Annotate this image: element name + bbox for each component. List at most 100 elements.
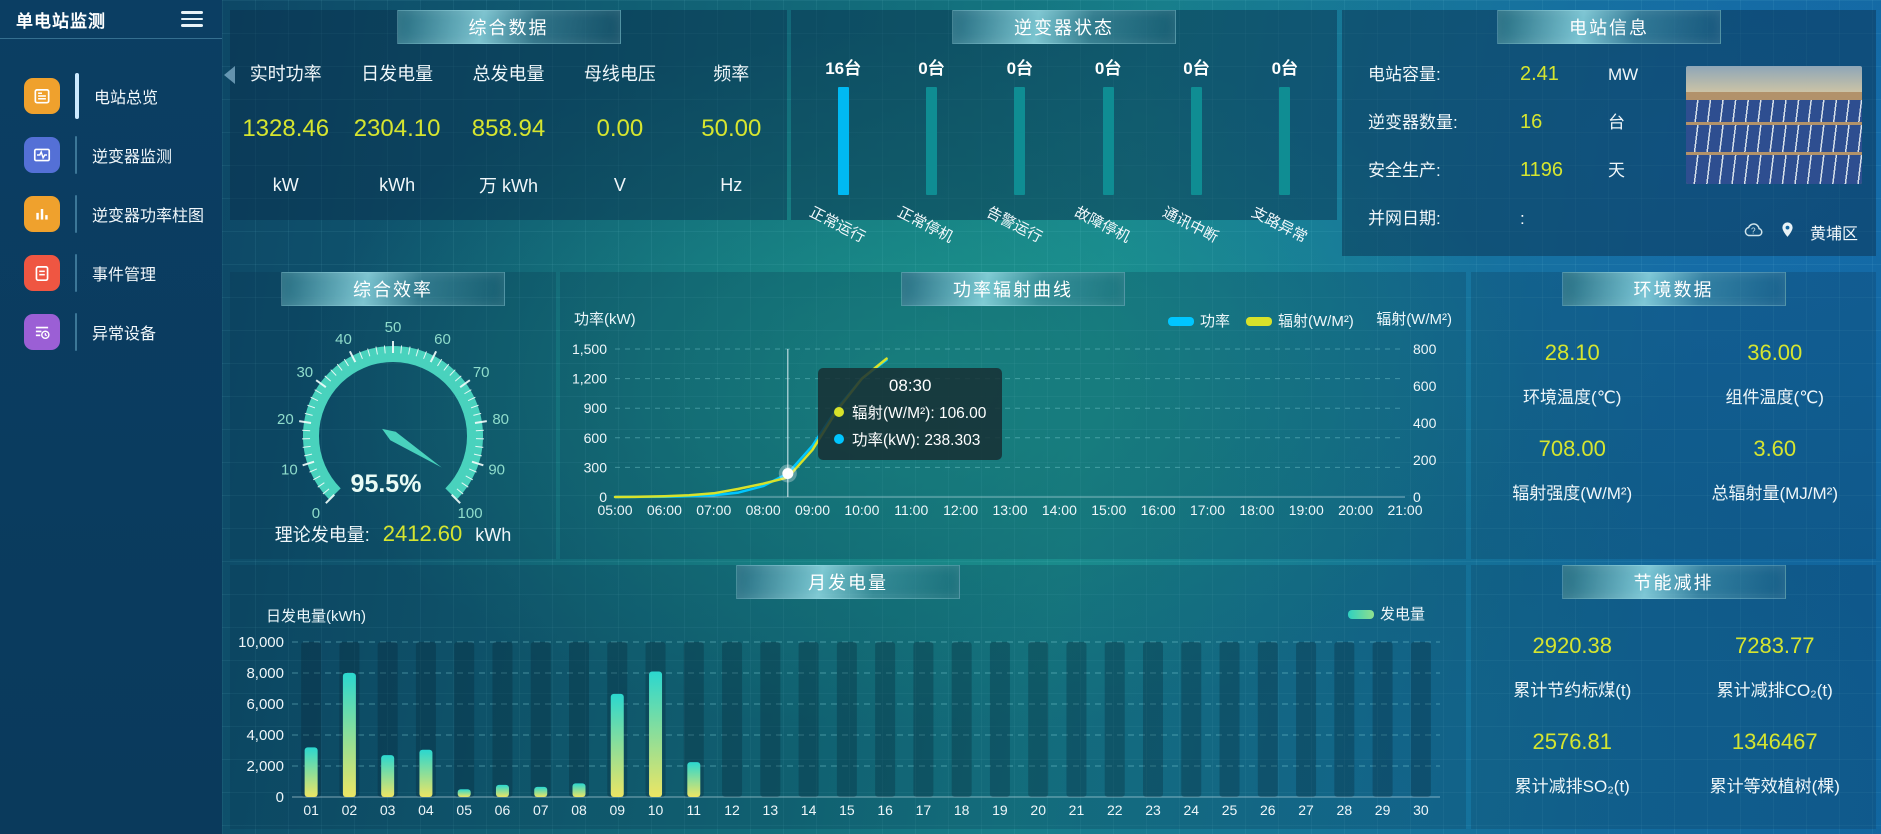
panel-title: 综合效率 <box>281 272 505 306</box>
saving-stat-label: 累计节约标煤(t) <box>1513 681 1632 700</box>
sidebar-item-power-bars[interactable]: 逆变器功率柱图 <box>0 191 222 237</box>
sidebar-item-overview[interactable]: 电站总览 <box>0 73 222 119</box>
gauge-arc <box>303 346 483 500</box>
chart-legend[interactable]: 发电量 <box>1348 606 1425 623</box>
inverter-status-label-wrap: 通讯中断 <box>1160 200 1232 246</box>
inverter-status-column: 0台 通讯中断 <box>1160 54 1232 246</box>
x-axis-tick: 06:00 <box>647 502 682 518</box>
inverter-status-label-wrap: 正常停机 <box>895 200 967 246</box>
gauge-tick <box>467 396 476 402</box>
x-axis-tick: 07 <box>533 802 549 818</box>
station-info-row: 逆变器数量: 16 台 <box>1368 108 1708 134</box>
sidebar-header: 单电站监测 <box>0 0 222 39</box>
station-info-row: 电站容量: 2.41 MW <box>1368 60 1708 86</box>
bar-shadow-column <box>1257 642 1278 797</box>
location-pin-icon[interactable] <box>1779 221 1796 243</box>
x-axis-tick: 17:00 <box>1190 502 1225 518</box>
bar <box>649 671 663 797</box>
efficiency-gauge: 0 10 20 30 40 50 60 70 80 90 100 95.5% <box>277 319 509 522</box>
menu-divider <box>75 73 79 119</box>
y-axis-right-tick: 0 <box>1413 489 1421 505</box>
station-footer: ? 黄埔区 <box>1741 219 1858 244</box>
app-title: 单电站监测 <box>16 11 106 31</box>
panel-header: 逆变器状态 <box>791 10 1337 44</box>
theoretical-generation-label: 理论发电量: <box>274 525 370 545</box>
gauge-tick <box>302 429 311 432</box>
x-axis-tick: 19 <box>992 802 1008 818</box>
sidebar-collapse-arrow-icon[interactable] <box>224 66 235 84</box>
inverter-status-count: 0台 <box>1006 59 1034 78</box>
summary-stat-unit: kWh <box>379 174 416 195</box>
inverter-status-label-wrap: 告警运行 <box>983 200 1056 246</box>
panel-station-info: 电站信息 电站容量: 2.41 MW 逆变器数量: 16 台安全生产: 1196 天并网日期:… <box>1342 10 1876 256</box>
inverter-status-column: 0台 故障停机 <box>1072 54 1144 246</box>
menu-divider <box>75 195 77 233</box>
gauge-tick <box>473 453 482 457</box>
station-info-rows: 电站容量: 2.41 MW 逆变器数量: 16 台安全生产: 1196 天并网日期:: <box>1368 60 1708 229</box>
environment-stat-cell: 36.00 组件温度(℃) <box>1674 328 1877 420</box>
x-axis-tick: 29 <box>1375 802 1391 818</box>
y-axis-right-tick: 800 <box>1413 341 1437 357</box>
sidebar-item-abnormal-device[interactable]: 异常设备 <box>0 309 222 355</box>
weather-cloud-icon[interactable]: ? <box>1741 219 1765 244</box>
x-axis-tick: 05 <box>456 802 472 818</box>
main-content: 综合数据 实时功率 日发电量 总发电量 母线电压 频率 1328.46 2304.10 858… <box>222 0 1881 834</box>
sidebar-menu: 电站总览逆变器监测逆变器功率柱图 事件管理异常设备 <box>0 39 222 355</box>
gauge-tick <box>450 493 461 504</box>
inverter-status-column: 0台告警运行 <box>983 54 1056 246</box>
station-row-value: : <box>1520 209 1525 228</box>
gauge-tick-label: 60 <box>434 331 451 348</box>
saving-stat-value: 7283.77 <box>1734 633 1815 658</box>
theoretical-generation-unit: kWh <box>475 525 512 545</box>
x-axis-tick: 28 <box>1337 802 1353 818</box>
gauge-tick <box>343 358 349 367</box>
gauge-tick-label: 40 <box>335 331 352 348</box>
gauge-tick <box>461 482 469 488</box>
sidebar-item-inverter-monitor[interactable]: 逆变器监测 <box>0 132 222 178</box>
x-axis-tick: 09 <box>609 802 625 818</box>
environment-stat-label: 辐射强度(W/M²) <box>1512 484 1633 503</box>
chart-legend[interactable]: 功率 辐射(W/M²) <box>1168 313 1354 330</box>
gauge-tick-label: 90 <box>488 462 505 479</box>
inverter-status-column: 0台 正常停机 <box>895 54 967 246</box>
saving-stats: 2920.38 累计节约标煤(t) 7283.77 累计减排CO₂(t) 2576.81… <box>1471 621 1876 809</box>
x-axis-tick: 21:00 <box>1387 502 1422 518</box>
bar <box>457 789 471 797</box>
legend-swatch-power <box>1168 317 1194 326</box>
sidebar-item-event-manage[interactable]: 事件管理 <box>0 250 222 296</box>
legend-swatch-generation <box>1348 610 1374 619</box>
panel-title: 综合数据 <box>396 10 621 44</box>
station-row-label: 逆变器数量: <box>1368 113 1458 132</box>
gauge-tick <box>473 412 482 416</box>
theoretical-generation-value: 2412.60 <box>382 521 463 546</box>
gauge-tick <box>325 493 336 504</box>
bar-shadow-column <box>569 642 589 797</box>
saving-stat-cell: 1346467 累计等效植树(棵) <box>1674 717 1877 809</box>
panel-power-radiation-curve: 功率辐射曲线 0 300 600 900 1,200 1,500 0 200 400 600 800… <box>560 272 1466 559</box>
x-axis-tick: 02 <box>342 802 358 818</box>
gauge-tick <box>359 351 363 360</box>
series-line-1 <box>613 357 888 499</box>
panel-efficiency: 综合效率 0 10 20 30 40 50 60 70 80 90 100 95.5% 理论发电量: … <box>230 272 556 559</box>
x-axis-tick: 11 <box>687 802 702 818</box>
gauge-tick <box>454 375 462 382</box>
gauge-tick <box>408 346 411 355</box>
saving-stat-label: 累计等效植树(棵) <box>1709 777 1840 796</box>
x-axis-tick: 15 <box>839 802 855 818</box>
gauge-tick <box>336 363 343 371</box>
abnormal-device-icon <box>24 314 60 350</box>
panel-title: 节能减排 <box>1561 565 1786 599</box>
environment-stat-value: 3.60 <box>1753 436 1797 461</box>
sidebar-item-label: 逆变器监测 <box>92 149 173 166</box>
inverter-status-label: 通讯中断 <box>1160 203 1222 247</box>
gauge-tick <box>437 358 443 367</box>
station-row-value: 1196 <box>1520 159 1564 181</box>
gauge-tick <box>475 429 484 432</box>
gauge-tick <box>317 482 325 488</box>
gauge-tick <box>459 379 471 389</box>
bar <box>419 749 433 797</box>
hamburger-menu-icon[interactable] <box>178 8 206 30</box>
panel-header: 电站信息 <box>1342 10 1876 44</box>
x-axis-tick: 14:00 <box>1042 502 1077 518</box>
gauge-tick <box>443 363 450 371</box>
